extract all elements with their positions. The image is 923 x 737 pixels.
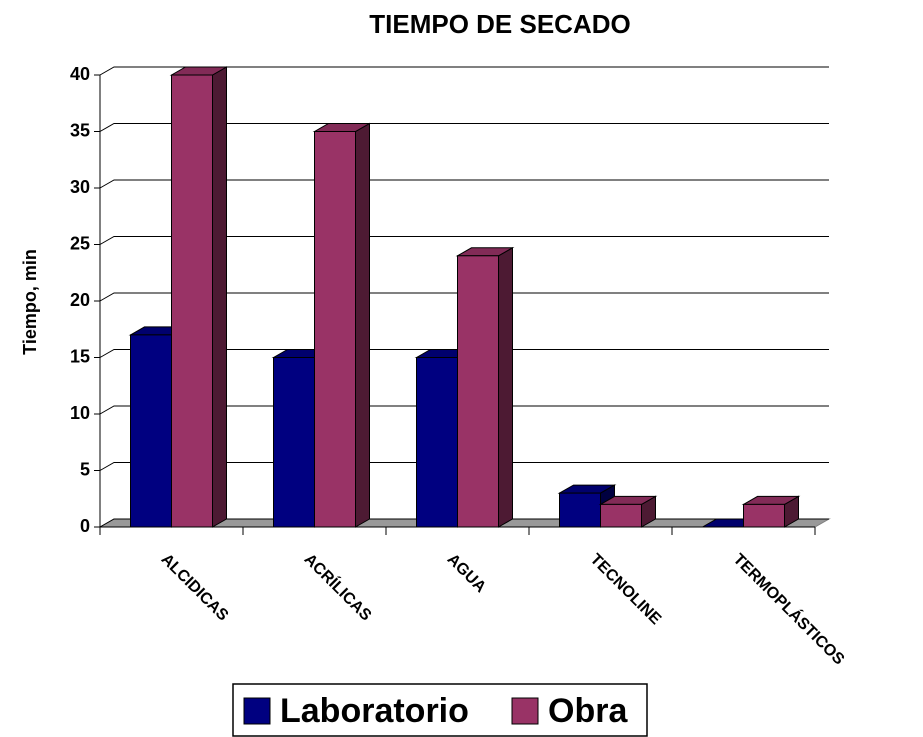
x-tick-label: ACRÍLICAS: [301, 549, 376, 624]
legend: [232, 683, 648, 737]
chart-title: TIEMPO DE SECADO: [369, 9, 630, 39]
bar-face: [416, 357, 458, 528]
y-tick-label: 5: [80, 459, 90, 479]
bar-face: [273, 357, 315, 528]
y-tick-label: 15: [70, 346, 90, 366]
grid-line: [99, 292, 829, 302]
bar-face: [498, 246, 513, 528]
grid-line: [99, 405, 829, 415]
x-tick-label: AGUA: [444, 551, 490, 597]
grid-line: [99, 462, 829, 471]
bar-face: [171, 74, 213, 528]
bar: [598, 495, 658, 528]
bar: [741, 495, 801, 528]
y-tick-label: 20: [70, 290, 90, 310]
bar-face: [355, 122, 370, 528]
x-tick-label: ALCIDICAS: [158, 551, 232, 625]
bar: [169, 66, 229, 528]
grid-line: [99, 349, 829, 358]
bar-face: [212, 66, 227, 528]
grid-line: [99, 66, 829, 76]
y-axis-label: Tiempo, min: [20, 249, 40, 355]
legend-swatch: [511, 697, 539, 725]
y-tick-label: 35: [70, 120, 90, 140]
y-tick-label: 25: [70, 233, 90, 253]
bar-face: [743, 503, 785, 528]
bar-face: [600, 503, 642, 528]
y-tick-label: 10: [70, 403, 90, 423]
grid-line: [99, 123, 829, 132]
grid-line: [99, 179, 829, 189]
y-tick-label: 0: [80, 516, 90, 536]
legend-swatch: [243, 697, 271, 725]
bar-face: [130, 334, 172, 528]
bar-face: [314, 131, 356, 528]
legend-label: Obra: [548, 692, 628, 730]
y-tick-label: 30: [70, 177, 90, 197]
bar: [312, 122, 372, 528]
bar-face: [559, 492, 601, 528]
bar: [455, 246, 515, 528]
legend-label: Laboratorio: [280, 692, 469, 730]
grid-line: [99, 236, 829, 245]
x-tick-label: TECNOLINE: [587, 551, 665, 629]
y-tick-label: 40: [70, 64, 90, 84]
x-tick-label: TERMOPLÁSTICOS: [730, 549, 849, 668]
bar-face: [457, 255, 499, 528]
